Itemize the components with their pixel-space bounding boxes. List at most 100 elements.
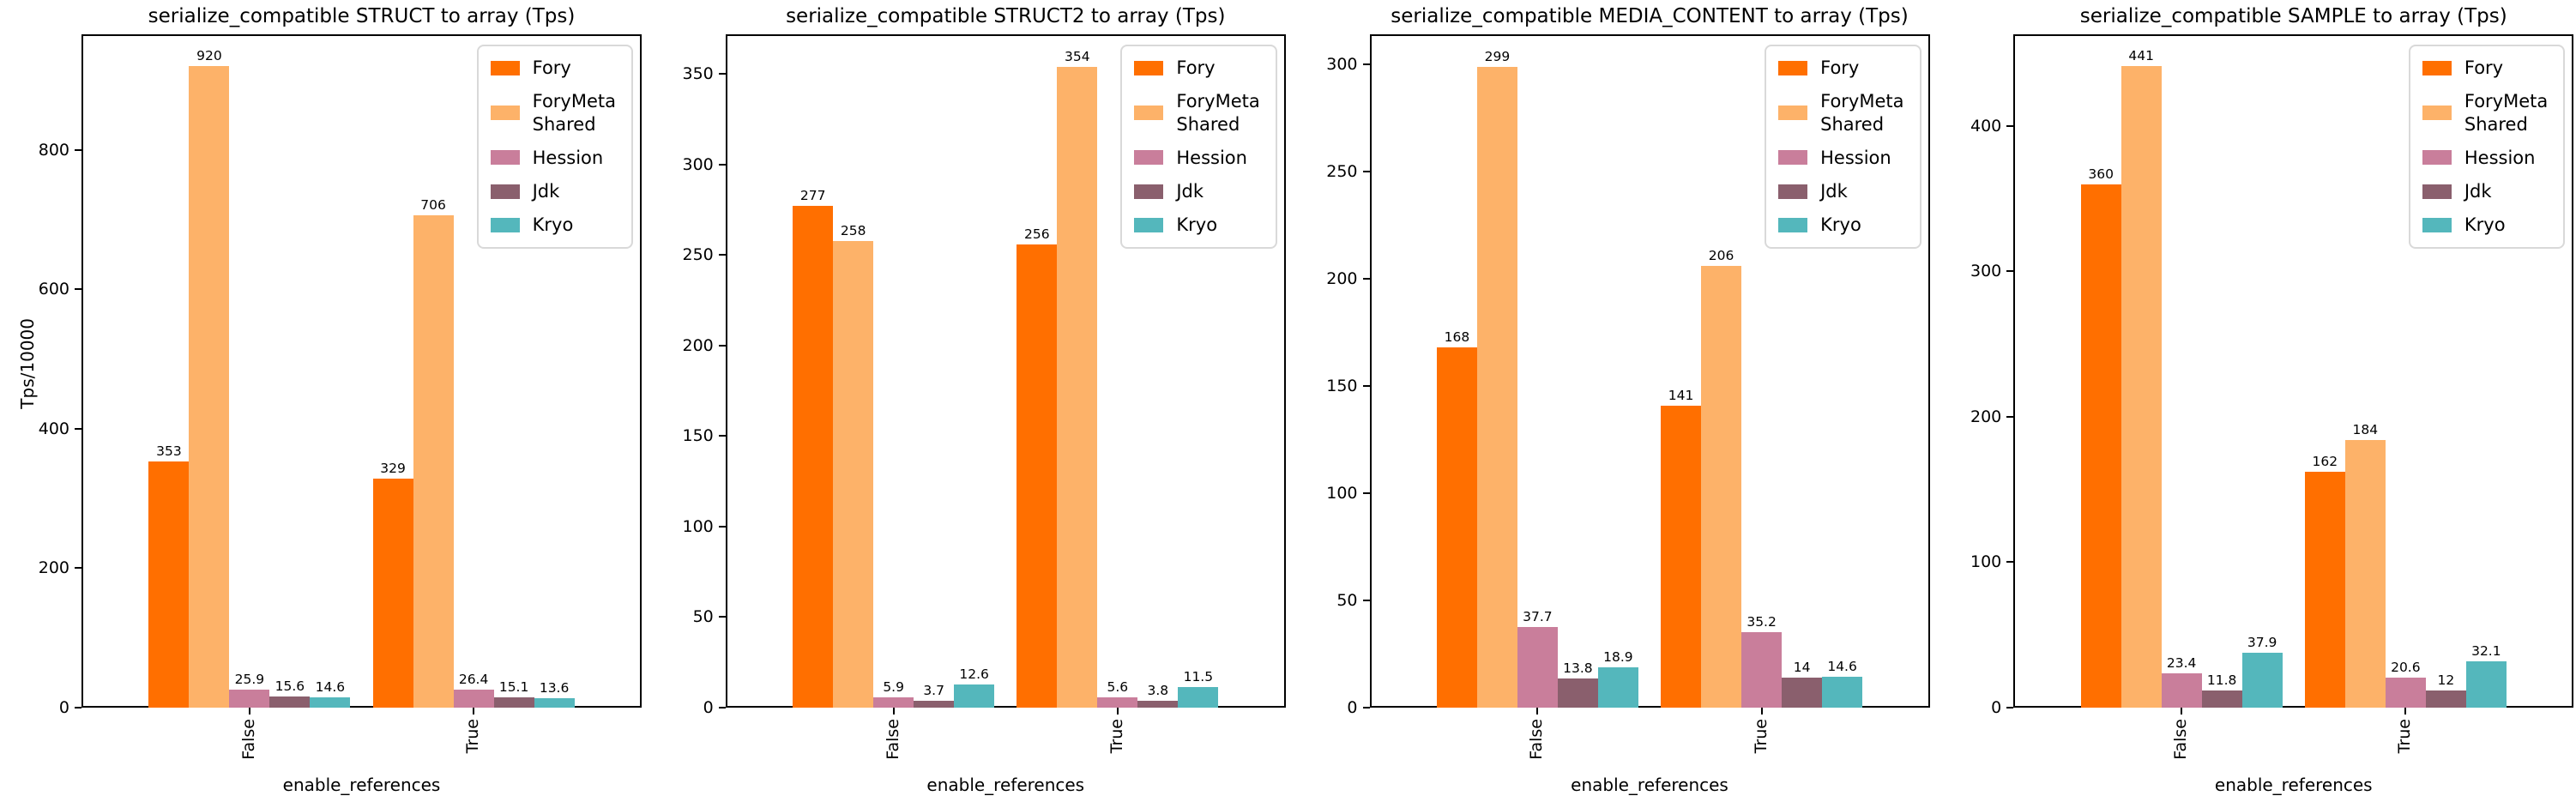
legend-label: ForyMeta Shared — [2464, 91, 2549, 135]
bar — [2344, 440, 2386, 708]
y-axis-tick-label: 100 — [1326, 484, 1358, 503]
legend-entry: Jdk — [1134, 180, 1259, 202]
x-axis-tick — [1760, 708, 1763, 715]
chart-title: serialize_compatible STRUCT to array (Tp… — [148, 5, 576, 27]
legend-entry: ForyMeta Shared — [490, 90, 616, 136]
bar — [2201, 690, 2242, 708]
bar-value-label: 37.7 — [1523, 608, 1553, 624]
bar — [2121, 66, 2162, 708]
bar-value-label: 168 — [1444, 329, 1470, 345]
legend-swatch-icon — [2422, 60, 2452, 75]
y-axis-tick — [2006, 270, 2014, 273]
bar — [1057, 66, 1098, 708]
bar-value-label: 26.4 — [458, 671, 489, 687]
bar — [2385, 678, 2426, 708]
x-axis-tick-label: True — [2395, 719, 2415, 754]
y-axis-tick — [75, 427, 81, 430]
y-axis-tick — [1362, 171, 1370, 172]
y-axis-tick-label: 0 — [703, 698, 714, 717]
y-axis-tick — [1362, 600, 1370, 601]
bar-value-label: 13.8 — [1563, 660, 1593, 676]
bar-value-label: 354 — [1065, 48, 1090, 64]
bar — [1097, 697, 1138, 708]
bar-value-label: 299 — [1484, 48, 1511, 64]
bar — [2241, 652, 2283, 708]
legend-label: Jdk — [1820, 181, 1848, 202]
y-axis-tick — [2006, 124, 2014, 127]
x-axis-tick-label: False — [238, 719, 258, 760]
legend: Fory ForyMeta Shared Hession Jdk Kryo — [2408, 45, 2566, 249]
bar — [1017, 244, 1058, 708]
y-axis-tick-label: 400 — [38, 419, 69, 438]
legend-entry: Kryo — [1134, 214, 1259, 236]
x-axis-tick-label: True — [1107, 719, 1126, 754]
bar — [189, 66, 230, 708]
legend-label: Fory — [1820, 57, 1860, 78]
bar — [310, 697, 351, 708]
bar — [2161, 673, 2202, 708]
bar — [1517, 626, 1558, 708]
x-axis-label: enable_references — [1571, 775, 1728, 795]
y-axis-tick-label: 200 — [1326, 269, 1358, 288]
legend-label: Fory — [1176, 57, 1216, 78]
bar-value-label: 23.4 — [2166, 655, 2197, 672]
x-axis-tick — [473, 708, 475, 715]
chart-title: serialize_compatible STRUCT2 to array (T… — [786, 5, 1226, 27]
legend-label: Kryo — [532, 214, 574, 236]
x-axis-tick-label: False — [2171, 719, 2191, 760]
y-axis-tick — [718, 525, 726, 528]
x-axis-tick — [1536, 708, 1539, 715]
y-axis-tick-label: 600 — [38, 280, 69, 299]
bar — [1178, 686, 1219, 708]
bar — [534, 697, 575, 708]
legend-swatch-icon — [490, 106, 520, 120]
legend-swatch-icon — [2422, 217, 2452, 232]
legend-entry: ForyMeta Shared — [2422, 90, 2548, 136]
bar-value-label: 920 — [196, 48, 222, 64]
legend-swatch-icon — [2422, 150, 2452, 166]
x-axis-tick — [2404, 708, 2407, 715]
legend-swatch-icon — [1134, 150, 1164, 166]
bar-value-label: 206 — [1708, 248, 1734, 263]
legend-entry: Fory — [2422, 57, 2548, 79]
x-axis-tick-label: False — [883, 719, 902, 760]
y-axis-tick — [718, 254, 726, 256]
bar-value-label: 14.6 — [1827, 658, 1857, 674]
y-axis-tick-label: 0 — [58, 698, 69, 717]
bar-value-label: 14 — [1793, 660, 1811, 675]
y-axis-tick — [1362, 707, 1370, 709]
legend-swatch-icon — [490, 60, 520, 75]
chart-panel: serialize_compatible SAMPLE to array (Tp… — [1932, 0, 2576, 808]
legend-label: Kryo — [2464, 214, 2506, 236]
legend-swatch-icon — [1778, 217, 1808, 232]
legend-label: Fory — [2464, 57, 2504, 78]
legend-label: ForyMeta Shared — [532, 91, 616, 135]
bar-value-label: 15.6 — [274, 678, 305, 695]
legend-swatch-icon — [1778, 60, 1808, 75]
bar-value-label: 37.9 — [2247, 634, 2277, 650]
y-axis-tick-label: 0 — [1347, 698, 1358, 717]
legend-entry: Hession — [1134, 147, 1259, 169]
y-axis-tick-label: 350 — [682, 64, 714, 84]
legend-entry: Hession — [2422, 147, 2548, 169]
bar — [1597, 666, 1638, 708]
x-axis-tick-label: True — [1751, 719, 1771, 754]
y-axis-tick — [75, 288, 81, 291]
legend-entry: ForyMeta Shared — [1778, 90, 1904, 136]
y-axis-tick — [718, 616, 726, 618]
legend-label: Jdk — [532, 181, 560, 202]
y-axis-tick — [718, 163, 726, 166]
bar-value-label: 35.2 — [1746, 614, 1777, 630]
bar-value-label: 258 — [840, 222, 866, 238]
bar — [148, 461, 190, 708]
legend-label: ForyMeta Shared — [1820, 91, 1904, 135]
y-axis-tick — [718, 707, 726, 709]
legend-label: Hession — [1820, 147, 1891, 168]
bar — [1822, 676, 1863, 708]
bar-value-label: 256 — [1024, 226, 1050, 242]
legend-swatch-icon — [1778, 184, 1808, 199]
bar — [833, 240, 874, 708]
chart-panel: serialize_compatible STRUCT to array (Tp… — [0, 0, 644, 808]
y-axis-tick — [1362, 492, 1370, 494]
y-axis-tick — [1362, 63, 1370, 65]
